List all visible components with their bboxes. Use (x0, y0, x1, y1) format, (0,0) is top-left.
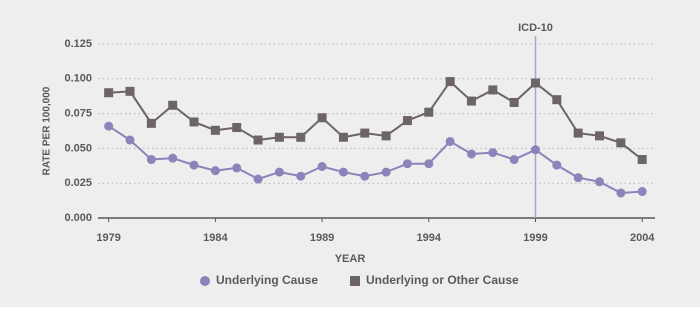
marker (210, 125, 220, 135)
marker (552, 160, 562, 170)
marker (595, 131, 605, 141)
x-tick-label: 1994 (417, 232, 442, 244)
marker (445, 77, 455, 87)
marker (381, 131, 391, 141)
y-tick-label: 0.025 (64, 177, 92, 189)
legend-marker (200, 276, 210, 286)
x-tick-label: 1999 (523, 232, 547, 244)
marker (125, 135, 135, 145)
y-tick-label: 0.075 (64, 108, 92, 120)
marker (253, 135, 263, 145)
marker (338, 132, 348, 142)
marker (360, 128, 370, 138)
marker (232, 163, 242, 173)
marker (637, 187, 647, 197)
marker (616, 188, 626, 198)
marker (552, 95, 562, 105)
marker (445, 136, 455, 146)
marker (573, 173, 583, 183)
marker (338, 167, 348, 177)
x-tick-label: 1989 (310, 232, 334, 244)
marker (530, 78, 540, 88)
marker (488, 148, 498, 158)
marker (424, 107, 434, 117)
x-axis-label: YEAR (335, 253, 366, 265)
marker (189, 117, 199, 127)
marker (253, 174, 263, 184)
marker (509, 97, 519, 107)
y-tick-label: 0.000 (64, 212, 92, 224)
x-tick-label: 1984 (203, 232, 228, 244)
marker (296, 132, 306, 142)
marker (168, 100, 178, 110)
marker (637, 155, 647, 165)
marker (595, 177, 605, 187)
marker (466, 96, 476, 106)
marker (573, 128, 583, 138)
y-axis-label: RATE PER 100,000 (42, 86, 53, 175)
marker (424, 159, 434, 169)
x-tick-label: 2004 (630, 232, 655, 244)
marker (232, 123, 242, 133)
marker (296, 171, 306, 181)
marker (381, 167, 391, 177)
marker (466, 149, 476, 159)
marker (530, 145, 540, 155)
y-tick-label: 0.125 (64, 38, 92, 50)
marker (274, 167, 284, 177)
annotation: ICD-10 (518, 22, 553, 34)
y-tick-label: 0.100 (64, 73, 92, 85)
legend-label: Underlying Cause (216, 273, 318, 287)
marker (146, 118, 156, 128)
marker (509, 155, 519, 165)
marker (402, 159, 412, 169)
y-tick-label: 0.050 (64, 142, 92, 154)
marker (210, 166, 220, 176)
marker (488, 85, 498, 95)
marker (360, 171, 370, 181)
legend-marker (350, 276, 360, 286)
marker (317, 113, 327, 123)
x-tick-label: 1979 (96, 232, 120, 244)
marker (402, 116, 412, 126)
marker (104, 88, 114, 98)
marker (189, 160, 199, 170)
marker (146, 155, 156, 165)
marker (616, 138, 626, 148)
marker (104, 121, 114, 131)
marker (317, 161, 327, 171)
marker (125, 86, 135, 96)
legend-label: Underlying or Other Cause (366, 273, 519, 287)
marker (274, 132, 284, 142)
marker (168, 153, 178, 163)
